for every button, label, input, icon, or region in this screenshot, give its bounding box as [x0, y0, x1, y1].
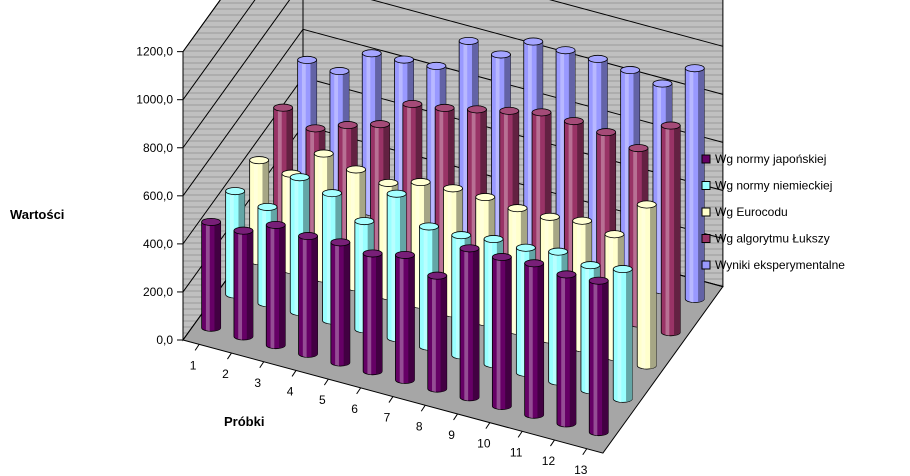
x-tick-mark [388, 396, 394, 403]
legend-swatch [701, 154, 711, 164]
x-tick-label: 5 [319, 393, 326, 407]
y-tick-label: 600,0 [143, 189, 173, 203]
bar [459, 244, 480, 402]
bar [660, 121, 681, 337]
x-tick-mark [550, 439, 555, 447]
y-tick-label: 1000,0 [136, 93, 173, 107]
x-tick-label: 4 [287, 384, 294, 398]
gridline [182, 28, 724, 197]
x-axis-title: Próbki [224, 414, 264, 429]
y-tick-label: 800,0 [143, 141, 173, 155]
bar [362, 249, 383, 376]
legend-label: Wg normy niemieckiej [715, 179, 832, 193]
legend-item: Wg Eurocodu [701, 205, 788, 219]
y-axis-ticks: 0,0 200,0 400,0 600,0 800,0 1000,0 1200,0 [136, 45, 183, 347]
bar [588, 276, 609, 437]
x-tick-label: 3 [254, 376, 261, 390]
y-tick-label: 1200,0 [136, 45, 173, 59]
x-tick-mark [485, 422, 491, 429]
bar [612, 265, 633, 403]
legend-item: Wg normy niemieckiej [701, 179, 832, 193]
bar [556, 270, 577, 428]
chart-bars [201, 36, 705, 437]
x-tick-mark [227, 352, 232, 360]
x-tick-mark [323, 378, 329, 386]
x-tick-mark [356, 387, 362, 395]
x-tick-label: 1 [190, 358, 197, 372]
y-tick-label: 0,0 [156, 333, 173, 347]
legend-label: Wg algorytmu Łukszy [715, 232, 830, 246]
bar [491, 253, 512, 410]
x-tick-mark [194, 344, 200, 351]
x-tick-label: 9 [448, 428, 455, 442]
x-tick-label: 10 [477, 437, 491, 451]
legend: Wg normy japońskiej Wg normy niemieckiej W… [701, 152, 845, 272]
bar [265, 220, 286, 350]
bar [330, 238, 351, 367]
x-tick-label: 6 [351, 402, 358, 416]
bar [395, 250, 415, 384]
legend-item: Wyniki eksperymentalne [701, 258, 845, 272]
legend-swatch [701, 260, 711, 270]
y-tick-label: 200,0 [143, 285, 173, 299]
bar [427, 271, 448, 393]
x-tick-label: 11 [510, 445, 523, 459]
x-tick-mark [453, 413, 458, 421]
x-tick-mark [291, 370, 297, 377]
bar [684, 64, 705, 303]
x-tick-label: 13 [574, 463, 588, 476]
x-tick-mark [420, 404, 426, 412]
gridline [182, 0, 724, 149]
y-tick-label: 400,0 [143, 237, 173, 251]
bar [298, 232, 318, 358]
legend-label: Wg normy japońskiej [715, 152, 826, 166]
legend-swatch [701, 234, 711, 243]
legend-swatch [701, 181, 711, 190]
bar [233, 226, 254, 341]
x-tick-mark [582, 448, 588, 456]
legend-swatch [701, 207, 711, 217]
legend-label: Wyniki eksperymentalne [715, 258, 845, 272]
x-tick-label: 8 [416, 419, 423, 433]
bar [201, 217, 222, 332]
x-tick-mark [259, 361, 265, 369]
bar [524, 259, 545, 419]
y-axis-title: Wartości [10, 207, 64, 222]
gridline [182, 0, 724, 100]
x-tick-label: 7 [384, 411, 391, 425]
bar [636, 200, 657, 370]
x-tick-mark [517, 431, 523, 438]
x-tick-label: 12 [542, 454, 556, 468]
legend-item: Wg algorytmu Łukszy [701, 232, 830, 246]
legend-label: Wg Eurocodu [715, 205, 788, 219]
x-tick-label: 2 [222, 367, 229, 381]
legend-item: Wg normy japońskiej [701, 152, 826, 166]
